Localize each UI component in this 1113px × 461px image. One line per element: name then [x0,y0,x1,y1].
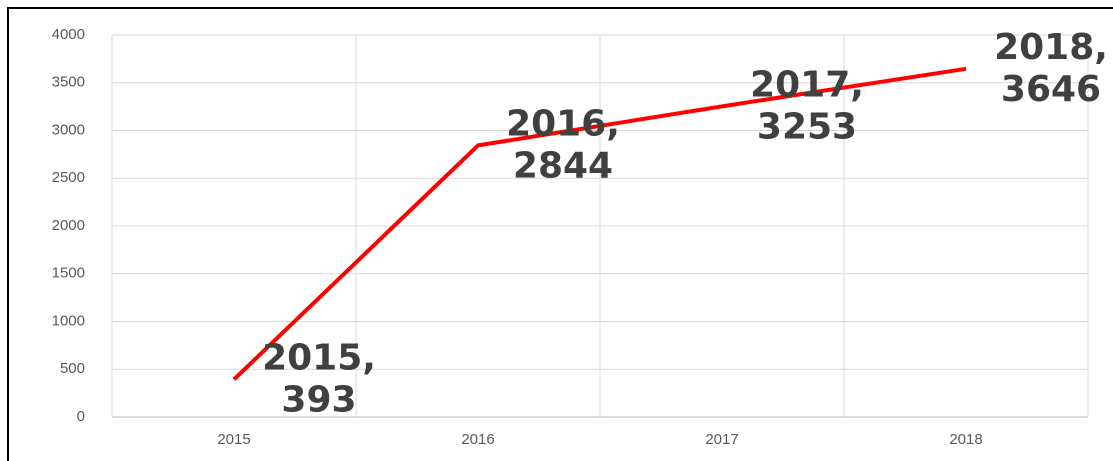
data-label-line: 3646 [1001,69,1101,110]
data-label: 2015, 393 [262,337,376,420]
y-tick-label: 4000 [52,26,85,43]
data-label-line: 393 [281,379,356,420]
chart-border [7,7,1113,461]
data-label: 2018, 3646 [994,27,1108,110]
y-tick-label: 2000 [52,217,85,234]
y-tick-label: 3000 [52,121,85,138]
y-tick-label: 1000 [52,312,85,329]
data-label: 2016, 2844 [506,103,620,186]
y-tick-label: 3500 [52,74,85,91]
x-tick-label: 2017 [705,431,738,448]
data-label-line: 2017, [750,64,864,105]
y-tick-label: 2500 [52,169,85,186]
data-label-line: 2844 [513,145,613,186]
data-label-line: 2015, [262,337,376,378]
series-line [232,66,967,381]
data-label-line: 3253 [757,106,857,147]
y-tick-label: 0 [77,408,85,425]
x-tick-label: 2016 [461,431,494,448]
x-tick-label: 2018 [949,431,982,448]
data-label-line: 2018, [994,27,1108,68]
data-label: 2017, 3253 [750,64,864,147]
y-tick-label: 1500 [52,265,85,282]
x-tick-label: 2015 [217,431,250,448]
data-label-line: 2016, [506,103,620,144]
y-tick-label: 500 [60,360,85,377]
